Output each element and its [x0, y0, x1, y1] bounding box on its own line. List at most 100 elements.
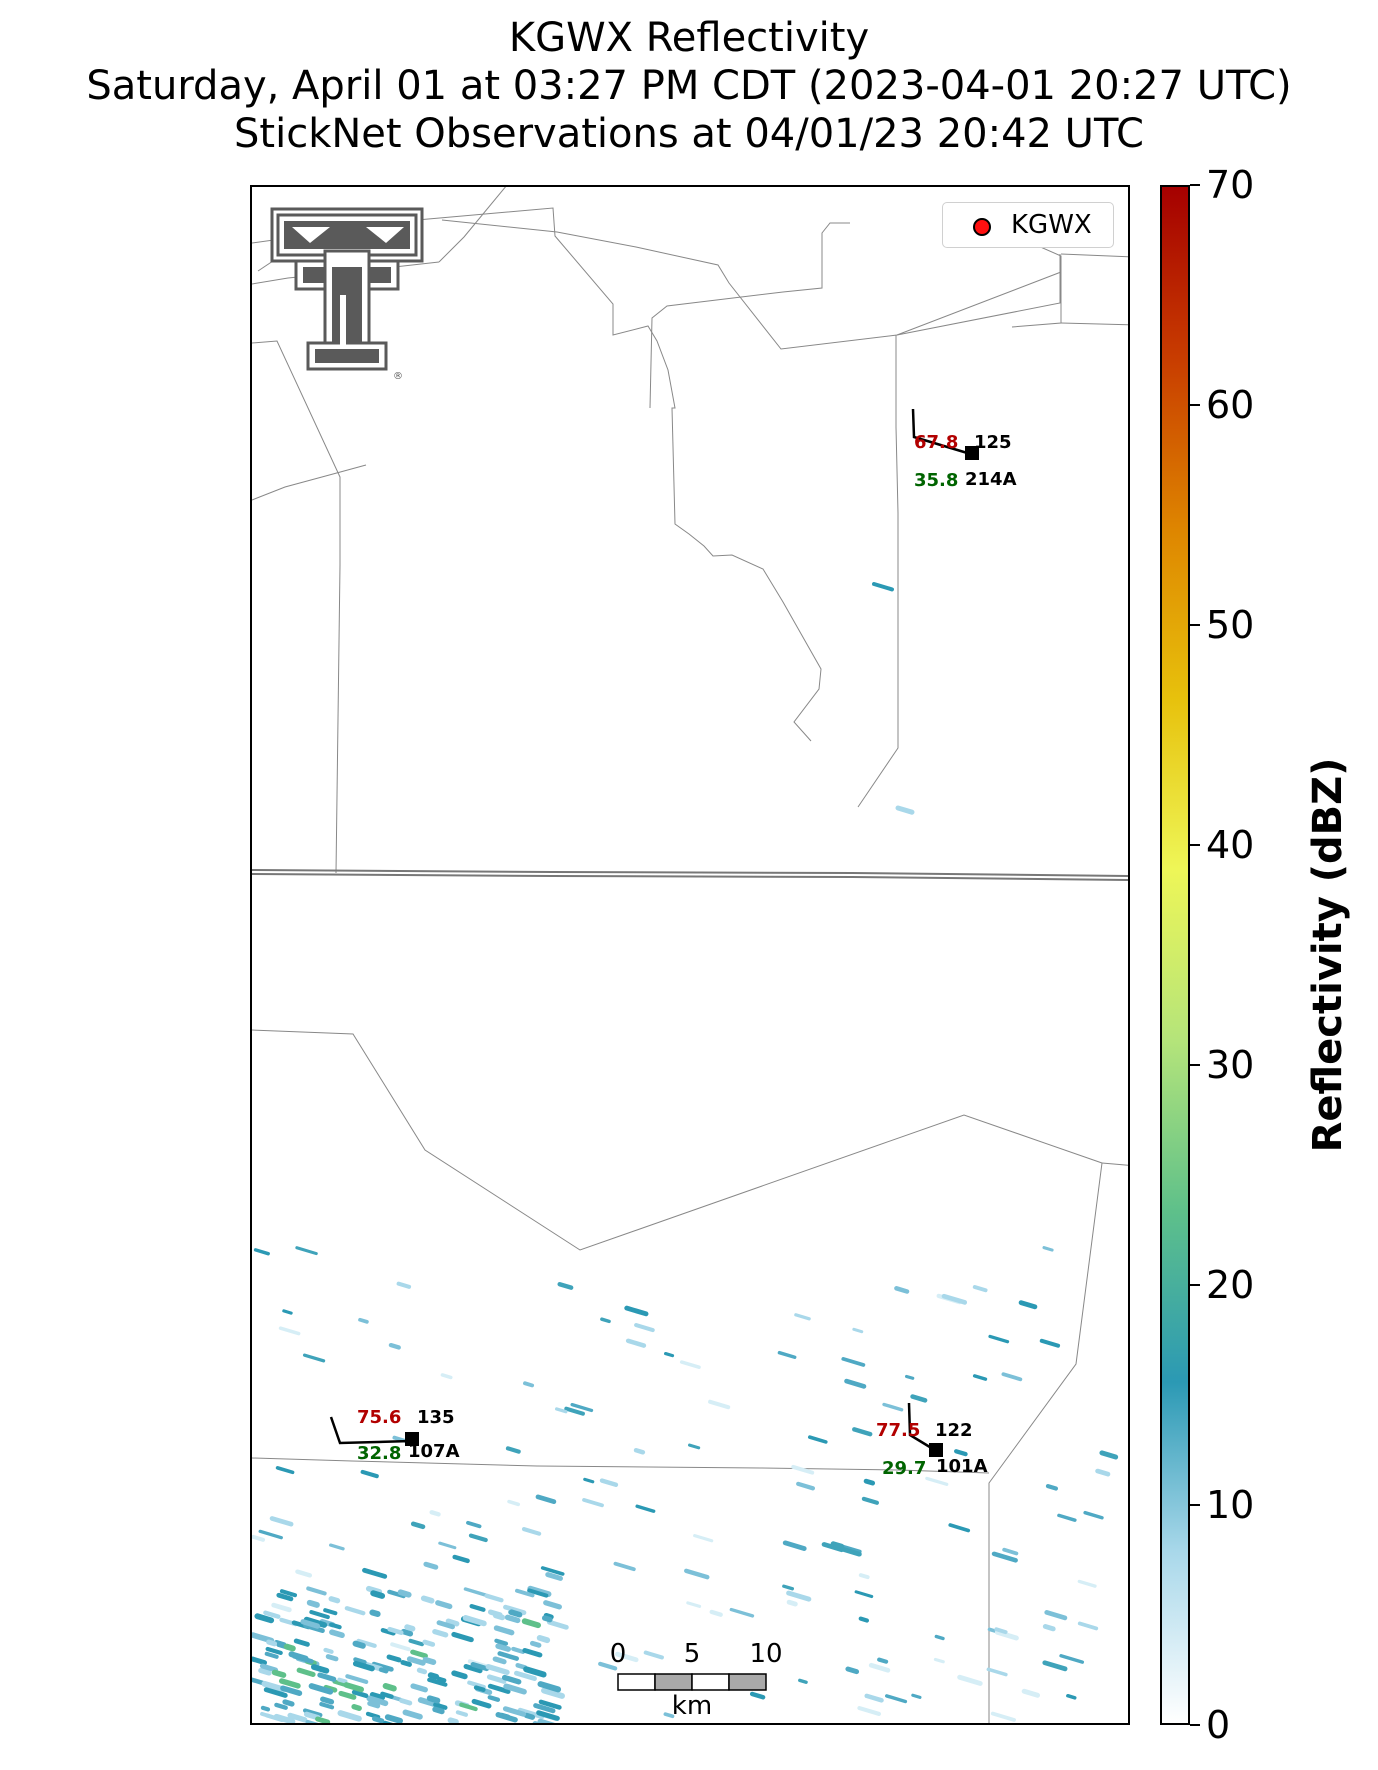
echo-streak — [404, 1624, 416, 1632]
echo-streak — [1099, 1450, 1119, 1460]
echo-streak — [633, 1447, 646, 1455]
echo-streak — [546, 1619, 569, 1630]
echo-streak — [360, 1469, 379, 1479]
echo-streak — [1042, 1624, 1056, 1632]
echo-streak — [383, 1720, 393, 1723]
echo-streak — [296, 1667, 316, 1677]
echo-streak — [523, 1712, 536, 1720]
station-pressure: 135 — [417, 1407, 455, 1428]
echo-streak — [282, 1699, 295, 1707]
echo-streak — [845, 1666, 860, 1675]
echo-streak — [663, 1712, 675, 1719]
echo-streak — [1057, 1513, 1077, 1522]
echo-streak — [885, 1694, 908, 1704]
echo-streak — [365, 1585, 383, 1595]
scale-bar-unit: km — [671, 1691, 713, 1721]
echo-streak — [807, 1435, 828, 1444]
echo-streak — [527, 1588, 549, 1598]
echo-streak — [397, 1589, 412, 1598]
echo-streak — [1066, 1693, 1077, 1700]
echo-streak — [791, 1464, 815, 1475]
echo-streak — [986, 1667, 1008, 1677]
echo-streak — [438, 1541, 457, 1550]
county-boundary — [252, 340, 341, 874]
echo-streak — [351, 1704, 362, 1711]
colorbar-tick-label: 70 — [1206, 163, 1255, 207]
echo-streak — [306, 1586, 327, 1596]
echo-streak — [1042, 1660, 1068, 1672]
echo-streak — [911, 1693, 922, 1699]
map-legend: KGWX — [942, 202, 1114, 248]
echo-streak — [729, 1607, 755, 1618]
echo-streak — [463, 1587, 488, 1597]
station-barbs — [329, 408, 979, 1457]
echo-streak — [380, 1691, 394, 1699]
echo-streak — [410, 1521, 426, 1530]
echo-streak — [463, 1664, 483, 1674]
echo-streak — [933, 1657, 945, 1664]
echo-streak — [358, 1317, 369, 1324]
scale-bar-segment — [617, 1673, 656, 1691]
echo-streak — [895, 805, 915, 815]
radar-map[interactable]: ® KGWX 67.8 125 35.8 214A 75.6 135 32.8 … — [250, 185, 1130, 1725]
echo-streak — [388, 1342, 401, 1350]
echo-streak — [541, 1615, 553, 1623]
echo-streak — [258, 1529, 283, 1540]
echo-streak — [598, 1661, 618, 1671]
echo-streak — [934, 1634, 945, 1641]
echo-streak — [252, 1656, 267, 1666]
echo-streak — [470, 1662, 490, 1672]
echo-streak — [493, 1625, 515, 1636]
echo-streak — [852, 1327, 864, 1334]
colorbar-tick-mark — [1190, 844, 1200, 846]
echo-streak — [613, 1561, 636, 1572]
echo-streak — [466, 1520, 482, 1529]
colorbar-tick-label: 20 — [1206, 1263, 1255, 1307]
echo-streak — [782, 1584, 795, 1591]
echo-streak — [399, 1698, 413, 1706]
county-boundary — [252, 207, 822, 742]
station-temperature: 75.6 — [357, 1407, 402, 1428]
echo-streak — [337, 1710, 362, 1722]
echo-streak — [271, 1602, 292, 1613]
echo-streak — [857, 1705, 881, 1716]
colorbar-tick-mark — [1190, 1064, 1200, 1066]
colorbar-tick-mark — [1190, 184, 1200, 186]
echo-streak — [455, 1710, 469, 1717]
echo-streak — [258, 1667, 272, 1676]
plot-title: KGWX Reflectivity — [508, 15, 870, 61]
scale-bar-label: 5 — [683, 1639, 701, 1669]
echo-streak — [366, 1695, 389, 1707]
echo-streak — [254, 1613, 275, 1624]
echo-streak — [352, 1640, 366, 1649]
echo-streak — [615, 1651, 639, 1663]
echo-streak — [445, 1618, 460, 1627]
echo-streak — [452, 1554, 470, 1564]
echo-streak — [555, 1407, 568, 1414]
echo-streak — [280, 1685, 303, 1696]
echo-streak — [429, 1510, 441, 1517]
station-pressure: 125 — [974, 432, 1012, 453]
echo-streak — [794, 1313, 811, 1321]
echo-streak — [688, 1443, 701, 1450]
echo-streak — [337, 1677, 348, 1684]
echo-streak — [599, 1478, 619, 1487]
echo-streak — [948, 1523, 971, 1533]
echo-streak — [858, 1616, 870, 1623]
echo-streak — [320, 1696, 335, 1705]
echo-streak — [972, 1374, 988, 1381]
colorbar-tick-label: 0 — [1206, 1703, 1231, 1747]
echo-streak — [362, 1567, 388, 1579]
station-marker — [965, 446, 979, 460]
echo-streak — [709, 1609, 723, 1617]
echo-streak — [1083, 1510, 1104, 1520]
wind-barb — [907, 1402, 939, 1454]
echo-streak — [402, 1709, 423, 1720]
echo-streak — [308, 1683, 334, 1695]
echo-streak — [1095, 1468, 1111, 1477]
echo-streak — [408, 1638, 424, 1647]
colorbar-tick-mark — [1190, 404, 1200, 406]
echo-streak — [511, 1646, 526, 1654]
echo-streak — [487, 1695, 501, 1702]
echo-streak — [252, 1534, 266, 1542]
